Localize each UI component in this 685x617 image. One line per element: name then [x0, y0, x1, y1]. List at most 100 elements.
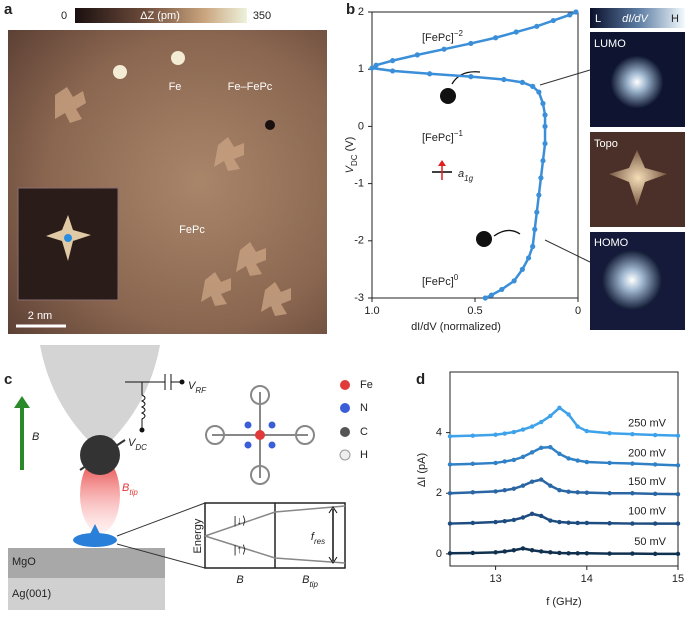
data-point [530, 83, 536, 89]
panel-label: b [346, 1, 355, 18]
data-point [520, 515, 526, 520]
spin-arrow-head [438, 160, 446, 166]
data-point [511, 278, 517, 284]
data-point [607, 431, 612, 436]
data-point [520, 454, 526, 460]
data-point [575, 490, 580, 495]
homo-glow [602, 250, 662, 310]
data-point [575, 520, 580, 526]
y-axis-label: VDC (V) [344, 137, 359, 174]
data-point [511, 429, 517, 435]
data-point [520, 546, 526, 551]
data-point [539, 513, 544, 519]
data-point [536, 89, 542, 95]
colorbar-max: 350 [253, 10, 271, 22]
data-point [427, 71, 433, 77]
data-point [539, 549, 544, 554]
data-point [470, 490, 475, 495]
data-point [519, 79, 525, 85]
series-label: 200 mV [628, 447, 667, 459]
data-point [534, 209, 540, 215]
data-point [630, 521, 635, 526]
zoom-line [116, 543, 206, 569]
data-point [520, 427, 526, 432]
series-label: 250 mV [628, 418, 667, 430]
data-point [566, 412, 571, 417]
data-point [607, 491, 612, 496]
data-point [548, 413, 553, 419]
data-point [499, 286, 505, 293]
energy-levels [204, 505, 346, 564]
data-point [502, 459, 507, 464]
panel-label: c [4, 371, 12, 388]
x-tick-label: 13 [489, 573, 501, 585]
data-point [529, 424, 535, 429]
image-label: Topo [594, 138, 618, 150]
data-point [566, 456, 571, 461]
plot-frame [449, 371, 679, 567]
data-point [447, 491, 453, 496]
data-point [675, 433, 681, 438]
data-point [511, 457, 517, 463]
y-tick-label: 1 [358, 63, 364, 75]
data-point [653, 491, 658, 497]
data-point [584, 551, 589, 556]
legend-label: C [360, 426, 368, 438]
orbital-label: a1g [458, 168, 474, 183]
data-point [493, 432, 498, 437]
colorbar-label: dI/dV [622, 13, 649, 25]
spin-arrow [79, 439, 126, 471]
data-point [542, 140, 548, 147]
data-point [566, 551, 571, 556]
legend-label: N [360, 402, 368, 414]
data-point [542, 123, 548, 129]
field-arrow-head [14, 396, 30, 408]
x-tick-label: 1.0 [364, 305, 379, 317]
data-point [536, 192, 542, 198]
coil [140, 382, 146, 428]
panel-label: d [416, 371, 425, 388]
data-point [529, 479, 535, 484]
data-point [532, 226, 538, 232]
y-tick-label: 4 [436, 427, 442, 439]
label: Fe [169, 81, 182, 93]
data-point [542, 112, 548, 118]
fe-atom [171, 51, 185, 65]
mgo-layer [8, 548, 165, 578]
panel-label: a [4, 1, 13, 18]
data-point [630, 551, 635, 556]
series-label: 150 mV [628, 476, 667, 488]
data-point [493, 550, 498, 555]
y-axis-label: ΔI (pA) [416, 453, 428, 487]
colorbar-min: 0 [61, 10, 67, 22]
data-point [575, 424, 580, 429]
data-point [557, 451, 562, 457]
data-point [630, 461, 635, 466]
data-point [630, 491, 635, 496]
data-point [530, 243, 536, 250]
data-point [539, 445, 544, 450]
arrow [451, 71, 481, 85]
data-point [501, 76, 507, 83]
data-point [513, 29, 519, 35]
data-point [548, 518, 553, 523]
y-tick-label: 2 [436, 487, 442, 499]
data-point [470, 550, 475, 556]
data-point [529, 511, 535, 517]
x-axis-label: f (GHz) [546, 596, 581, 608]
data-point [520, 483, 526, 488]
data-point [502, 488, 507, 493]
x-tick-label: 0 [575, 305, 581, 317]
data-point [550, 17, 556, 24]
data-point [557, 405, 562, 410]
data-point [502, 431, 507, 436]
data-point [502, 518, 507, 524]
molecule-model [205, 385, 315, 485]
lumo-glow [611, 56, 663, 108]
data-point [488, 292, 495, 298]
data-point [653, 432, 658, 438]
layer-label: MgO [12, 556, 36, 568]
fres-label: fres [311, 531, 325, 546]
terminal [139, 427, 145, 433]
data-point [548, 444, 553, 450]
